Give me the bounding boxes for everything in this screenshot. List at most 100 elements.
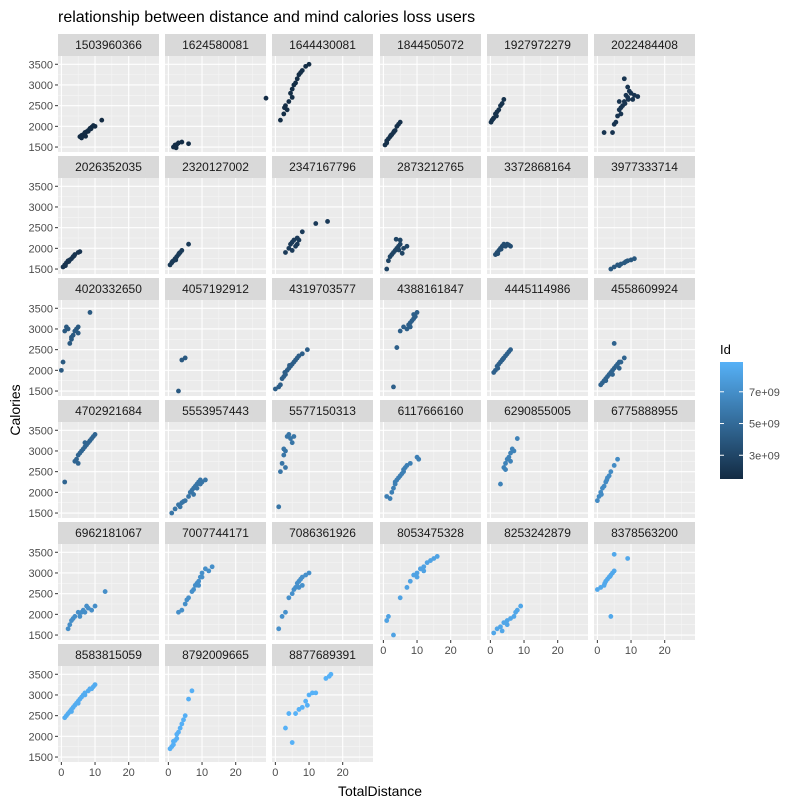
facet-panel: 7007744171 [165, 522, 266, 640]
facet-panel: 1644430081 [272, 34, 373, 152]
data-point [616, 263, 622, 269]
data-point [84, 603, 90, 609]
data-point [518, 603, 524, 609]
data-point [291, 434, 297, 439]
facet-panel: 4057192912 [165, 278, 266, 396]
facet-strip-label: 7007744171 [182, 526, 249, 540]
x-tick-label: 10 [196, 767, 208, 779]
facet-strip-label: 4020332650 [75, 282, 142, 296]
data-point [67, 622, 73, 628]
x-tick-label: 0 [594, 645, 600, 657]
facet-strip-label: 7086361926 [289, 526, 356, 540]
data-point [407, 324, 413, 330]
legend-colorbar [720, 362, 743, 479]
data-point [196, 582, 202, 588]
y-tick-label: 3000 [29, 80, 53, 92]
data-point [294, 241, 300, 247]
data-point [504, 622, 510, 628]
data-point [281, 446, 287, 452]
facet-strip-label: 1503960366 [75, 38, 142, 52]
facet-strip [487, 34, 588, 56]
facet-strip-label: 4558609924 [611, 282, 678, 296]
facet-strip-label: 6775888955 [611, 404, 678, 418]
data-point [181, 499, 186, 504]
data-point [289, 248, 295, 253]
data-point [279, 460, 285, 466]
facet-panel: 2347167796 [272, 156, 373, 274]
panel-background [58, 56, 159, 152]
facet-strip [487, 522, 588, 544]
data-point [92, 603, 98, 609]
facet-strip [487, 400, 588, 422]
y-tick-label: 2500 [29, 467, 53, 479]
facet-strip-label: 4702921684 [75, 404, 142, 418]
data-point [194, 485, 200, 491]
facet-strip [165, 34, 266, 56]
data-point [622, 101, 628, 106]
x-tick-label: 20 [659, 645, 671, 657]
y-tick-label: 3500 [29, 547, 53, 559]
data-point [75, 460, 81, 466]
facet-strip-label: 6962181067 [75, 526, 142, 540]
chart-title: relationship between distance and mind c… [58, 9, 475, 26]
data-point [601, 483, 607, 489]
data-point [513, 609, 519, 615]
facet-strip [272, 34, 373, 56]
facet-panel: 8053475328 [380, 522, 481, 640]
facet-strip-label: 4388161847 [397, 282, 464, 296]
data-point [176, 388, 181, 394]
data-point [384, 266, 390, 272]
data-point [511, 448, 517, 454]
y-axes: 1500 2000 2500 3000 3500 1500 2000 2500 3000 3500… [29, 59, 58, 764]
legend-tick-label: 5e+09 [749, 419, 780, 431]
data-point [293, 711, 298, 716]
legend-tick-label: 3e+09 [749, 450, 780, 462]
facet-strip [272, 644, 373, 666]
data-point [388, 133, 394, 138]
facet-strip [272, 522, 373, 544]
panel-background [58, 544, 159, 640]
x-tick-label: 20 [123, 767, 135, 779]
data-point [625, 84, 631, 90]
data-point [391, 128, 397, 134]
data-point [625, 556, 631, 561]
data-point [182, 713, 188, 719]
data-point [263, 95, 269, 101]
data-point [176, 250, 182, 256]
y-tick-label: 3000 [29, 690, 53, 702]
data-point [387, 496, 393, 501]
panel-background [380, 56, 481, 152]
facet-strip [58, 156, 159, 178]
facet-panel: 2320127002 [165, 156, 266, 274]
y-tick-label: 3500 [29, 181, 53, 193]
x-tick-label: 10 [411, 645, 423, 657]
data-point [199, 570, 205, 576]
facet-panel: 3977333714 [594, 156, 695, 274]
facet-strip-label: 2347167796 [289, 160, 356, 174]
y-tick-label: 3000 [29, 446, 53, 458]
facet-panel: 8378563200 [594, 522, 695, 640]
data-point [286, 711, 292, 716]
data-point [618, 359, 624, 365]
facet-panel: 7086361926 [272, 522, 373, 640]
y-tick-label: 3500 [29, 59, 53, 71]
facet-strip [380, 278, 481, 300]
data-point [177, 725, 183, 731]
data-point [495, 365, 501, 371]
y-tick-label: 1500 [29, 508, 53, 520]
data-point [72, 614, 78, 619]
facet-strip [58, 522, 159, 544]
data-point [416, 456, 422, 462]
facet-panel: 2873212765 [380, 156, 481, 274]
facet-strip [380, 156, 481, 178]
data-point [284, 107, 290, 113]
data-point [283, 465, 288, 470]
data-point [604, 477, 610, 483]
data-point [71, 253, 77, 259]
facet-panel: 5577150313 [272, 400, 373, 518]
data-point [313, 690, 319, 696]
data-point [396, 247, 402, 253]
panel-background [487, 178, 588, 274]
facet-panel: 4388161847 [380, 278, 481, 396]
facet-strip [165, 522, 266, 544]
